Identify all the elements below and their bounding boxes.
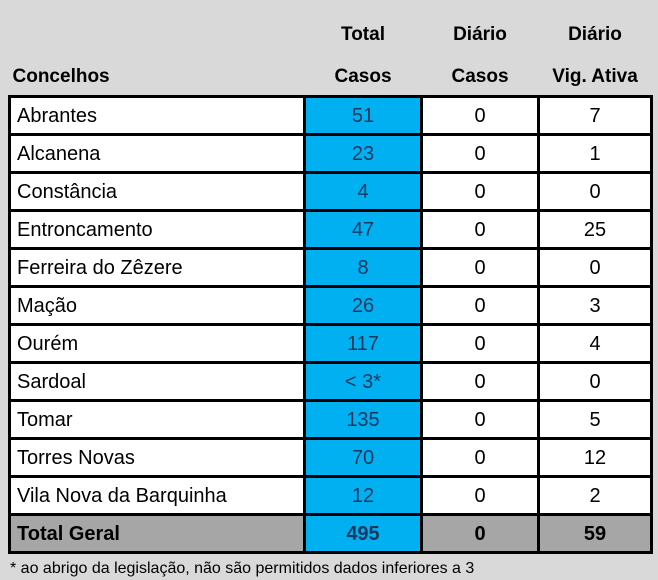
concelho-cell: Torres Novas <box>8 437 306 478</box>
total-casos-cell: 12 <box>303 475 423 516</box>
diario-vig-ativa-cell: 3 <box>537 285 653 326</box>
header-total-line2: Casos <box>334 66 392 87</box>
concelho-cell: Entroncamento <box>8 209 306 250</box>
concelhos-cases-table: Total Diário Diário Concelhos Casos Caso… <box>8 0 653 554</box>
header-total-line1: Total <box>341 24 385 45</box>
concelho-cell: Alcanena <box>8 133 306 174</box>
header-diario-casos-line2: Casos <box>451 66 509 87</box>
diario-vig-ativa-cell: 0 <box>537 171 653 212</box>
diario-vig-ativa-cell: 0 <box>537 361 653 402</box>
concelho-cell: Sardoal <box>8 361 306 402</box>
table-row: Alcanena 23 0 1 <box>8 133 653 174</box>
diario-vig-ativa-cell: 25 <box>537 209 653 250</box>
total-casos-cell: 26 <box>303 285 423 326</box>
total-casos-cell: 47 <box>303 209 423 250</box>
diario-vig-ativa-cell: 0 <box>537 247 653 288</box>
table-row: Entroncamento 47 0 25 <box>8 209 653 250</box>
diario-casos-cell: 0 <box>420 209 540 250</box>
total-casos-cell: < 3* <box>303 361 423 402</box>
diario-vig-ativa-cell: 4 <box>537 323 653 364</box>
table-row: Torres Novas 70 0 12 <box>8 437 653 478</box>
diario-vig-ativa-cell: 7 <box>537 95 653 136</box>
total-casos-cell: 4 <box>303 171 423 212</box>
concelho-cell: Tomar <box>8 399 306 440</box>
concelho-cell: Constância <box>8 171 306 212</box>
concelho-cell: Vila Nova da Barquinha <box>8 475 306 516</box>
concelho-cell: Ourém <box>8 323 306 364</box>
diario-casos-cell: 0 <box>420 171 540 212</box>
concelho-cell: Ferreira do Zêzere <box>8 247 306 288</box>
diario-casos-cell: 0 <box>420 323 540 364</box>
diario-casos-cell: 0 <box>420 247 540 288</box>
total-row: Total Geral 495 0 59 <box>8 513 653 554</box>
header-diario-vig-line2: Vig. Ativa <box>552 66 638 87</box>
table-row: Abrantes 51 0 7 <box>8 95 653 136</box>
diario-vig-ativa-cell: 1 <box>537 133 653 174</box>
diario-vig-ativa-total-cell: 59 <box>537 513 653 554</box>
diario-vig-ativa-cell: 5 <box>537 399 653 440</box>
total-label-cell: Total Geral <box>8 513 306 554</box>
diario-casos-cell: 0 <box>420 361 540 402</box>
table-row: Mação 26 0 3 <box>8 285 653 326</box>
table-row: Ourém 117 0 4 <box>8 323 653 364</box>
table-row: Tomar 135 0 5 <box>8 399 653 440</box>
footnote: * ao abrigo da legislação, não são permi… <box>10 560 475 577</box>
header-spacer <box>10 0 305 48</box>
table-row: Vila Nova da Barquinha 12 0 2 <box>8 475 653 516</box>
total-casos-cell: 70 <box>303 437 423 478</box>
diario-vig-ativa-cell: 2 <box>537 475 653 516</box>
diario-casos-cell: 0 <box>420 133 540 174</box>
total-casos-cell: 135 <box>303 399 423 440</box>
diario-casos-cell: 0 <box>420 95 540 136</box>
header-diario-vig-line1: Diário <box>568 24 622 45</box>
concelho-cell: Abrantes <box>8 95 306 136</box>
header-diario-casos-line1: Diário <box>453 24 507 45</box>
total-casos-cell: 23 <box>303 133 423 174</box>
diario-casos-cell: 0 <box>420 399 540 440</box>
concelho-cell: Mação <box>8 285 306 326</box>
diario-casos-total-cell: 0 <box>420 513 540 554</box>
total-casos-cell: 117 <box>303 323 423 364</box>
diario-casos-cell: 0 <box>420 437 540 478</box>
diario-casos-cell: 0 <box>420 285 540 326</box>
total-casos-cell: 8 <box>303 247 423 288</box>
table-header: Total Diário Diário Concelhos Casos Caso… <box>10 0 652 97</box>
table-row: Constância 4 0 0 <box>8 171 653 212</box>
header-row-2: Concelhos Casos Casos Vig. Ativa <box>10 48 652 97</box>
diario-vig-ativa-cell: 12 <box>537 437 653 478</box>
header-row-1: Total Diário Diário <box>10 0 652 48</box>
diario-casos-cell: 0 <box>420 475 540 516</box>
table-row: Sardoal < 3* 0 0 <box>8 361 653 402</box>
header-concelhos: Concelhos <box>12 66 110 87</box>
table-row: Ferreira do Zêzere 8 0 0 <box>8 247 653 288</box>
total-casos-cell: 51 <box>303 95 423 136</box>
total-casos-total-cell: 495 <box>303 513 423 554</box>
